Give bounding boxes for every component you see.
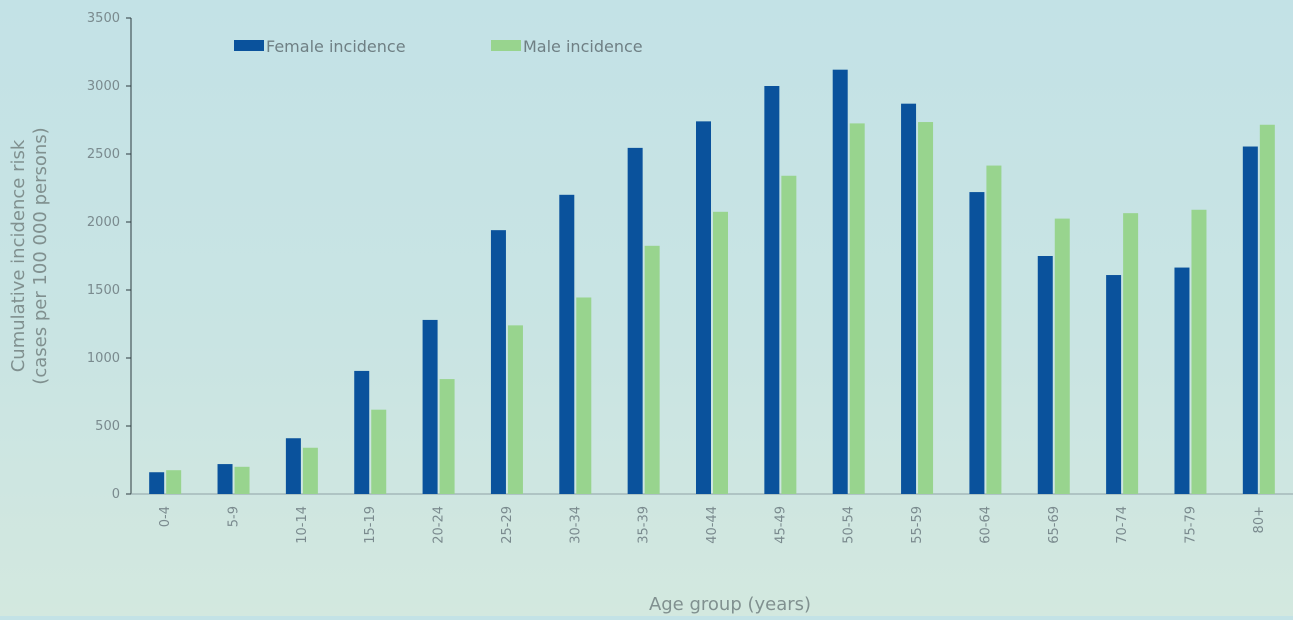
bar-female-15-19 — [354, 370, 370, 494]
bar-male-15-19 — [371, 409, 387, 494]
bar-male-80plus — [1259, 124, 1275, 494]
y-tick-label: 2500 — [87, 147, 120, 162]
bar-female-80plus — [1242, 146, 1258, 494]
bar-female-40-44 — [696, 121, 711, 495]
bar-male-10-14 — [302, 447, 318, 494]
legend-swatch-female — [234, 40, 264, 51]
y-tick-label: 3000 — [87, 79, 120, 94]
y-tick-label: 1000 — [87, 351, 120, 366]
x-tick-label: 60-64 — [978, 506, 993, 544]
x-tick-label: 80+ — [1252, 506, 1267, 533]
bar-male-20-24 — [439, 379, 455, 494]
x-tick-label: 55-59 — [910, 506, 925, 544]
x-tick-label: 15-19 — [363, 506, 378, 544]
bar-female-55-59 — [901, 103, 917, 495]
legend: Female incidence Male incidence — [234, 37, 643, 56]
bar-male-60-64 — [986, 165, 1002, 494]
bar-female-10-14 — [285, 438, 301, 494]
x-tick-label: 5-9 — [227, 506, 242, 527]
x-axis-title: Age group (years) — [649, 594, 811, 615]
y-tick-label: 500 — [95, 419, 120, 434]
y-axis-title-line2: (cases per 100 000 persons) — [30, 127, 51, 384]
bar-male-70-74 — [1123, 213, 1139, 494]
bar-female-0-4 — [149, 472, 165, 494]
x-tick-label: 75-79 — [1183, 506, 1198, 544]
x-tick-label: 50-54 — [842, 506, 857, 544]
x-tick-label: 40-44 — [705, 506, 720, 544]
bar-female-50-54 — [832, 69, 848, 495]
y-tick-label: 2000 — [87, 215, 120, 230]
bar-female-45-49 — [764, 86, 780, 494]
bar-male-0-4 — [166, 470, 182, 494]
bar-female-35-39 — [627, 147, 643, 494]
bar-male-50-54 — [849, 123, 865, 495]
x-tick-label: 45-49 — [773, 506, 788, 544]
legend-label-female: Female incidence — [266, 37, 406, 56]
y-tick-label: 1500 — [87, 283, 120, 298]
bar-male-75-79 — [1191, 209, 1207, 494]
bar-male-40-44 — [713, 211, 728, 495]
bar-male-45-49 — [781, 175, 797, 494]
bar-male-30-34 — [576, 297, 592, 494]
bar-male-55-59 — [918, 122, 934, 494]
bar-female-70-74 — [1106, 275, 1122, 494]
y-tick-label: 3500 — [87, 11, 120, 26]
bar-female-30-34 — [559, 194, 575, 495]
bar-female-20-24 — [422, 319, 438, 494]
x-tick-label: 10-14 — [295, 506, 310, 544]
y-axis-title: Cumulative incidence risk (cases per 100… — [8, 127, 51, 384]
bar-male-35-39 — [644, 245, 660, 494]
bar-female-60-64 — [969, 192, 985, 494]
bar-female-5-9 — [217, 464, 233, 494]
bar-male-25-29 — [507, 325, 523, 494]
legend-label-male: Male incidence — [523, 37, 643, 56]
bar-male-5-9 — [234, 466, 250, 494]
bar-female-25-29 — [490, 230, 506, 494]
x-tick-label: 70-74 — [1115, 506, 1130, 544]
legend-swatch-male — [491, 40, 521, 51]
y-tick-label: 0 — [112, 487, 120, 502]
y-axis-title-line1: Cumulative incidence risk — [8, 139, 29, 372]
bar-female-65-69 — [1037, 256, 1053, 494]
x-tick-label: 30-34 — [568, 506, 583, 544]
bar-female-75-79 — [1174, 267, 1190, 494]
x-tick-label: 0-4 — [158, 506, 173, 527]
x-tick-label: 20-24 — [432, 506, 447, 544]
bar-male-65-69 — [1054, 218, 1070, 494]
x-tick-label: 25-29 — [500, 506, 515, 544]
x-tick-label: 35-39 — [637, 506, 652, 544]
x-tick-label: 65-69 — [1047, 506, 1062, 544]
